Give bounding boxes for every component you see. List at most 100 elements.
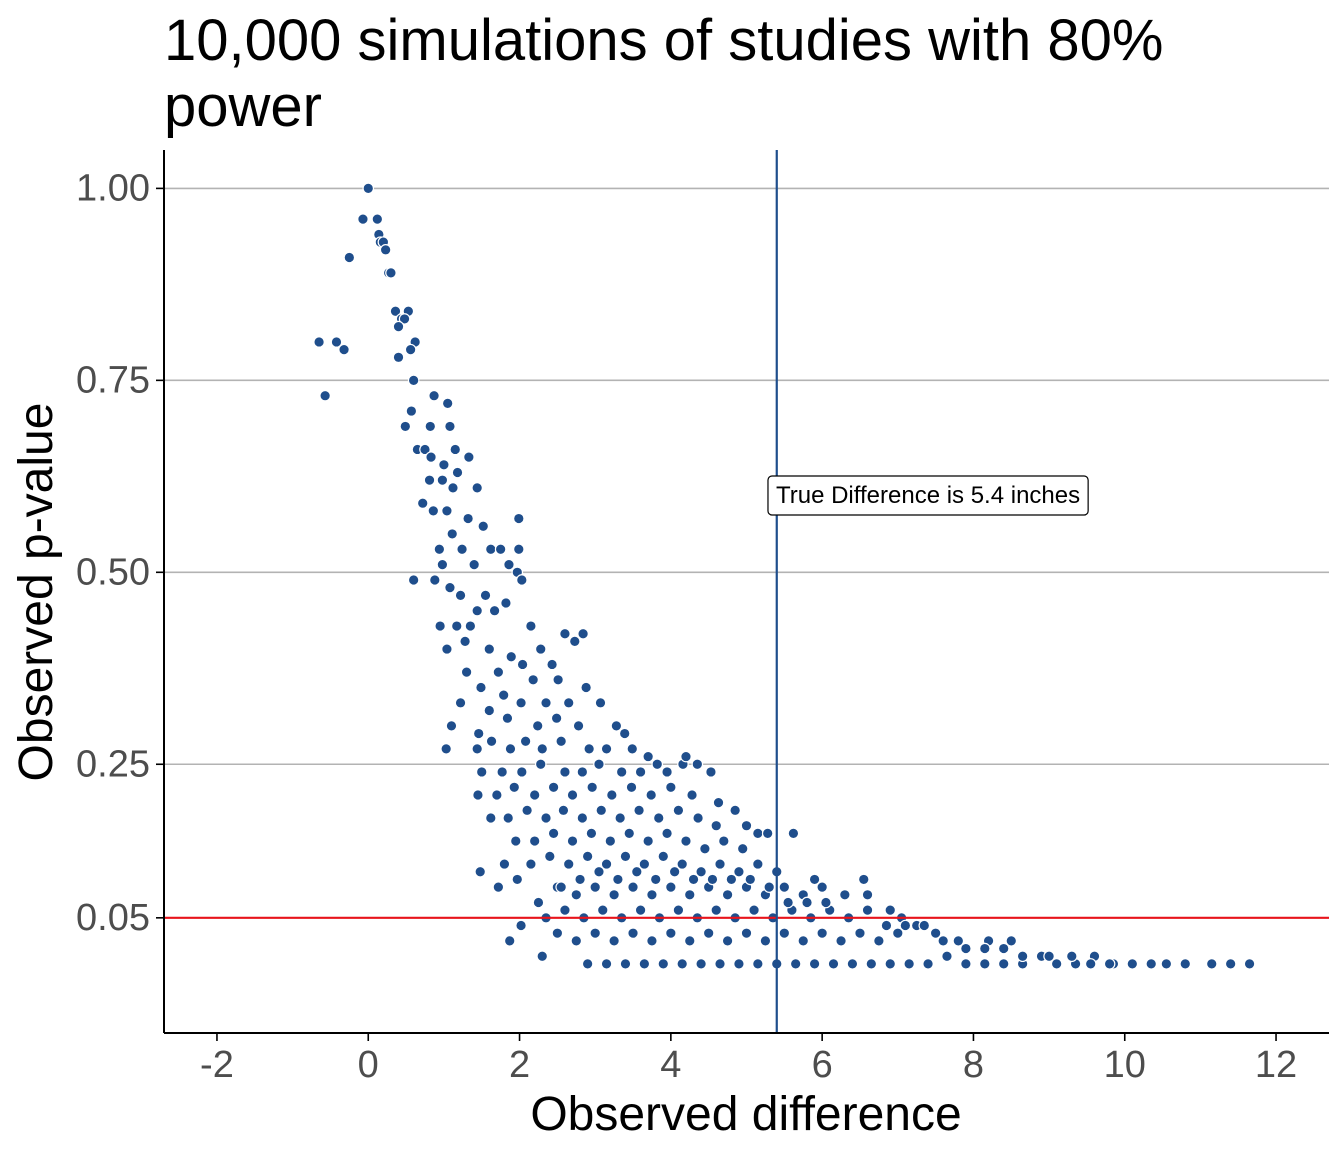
data-point [456,543,468,556]
data-point [1243,958,1256,970]
data-point [502,812,515,824]
data-point [593,758,605,771]
data-point [454,697,467,709]
x-tick-label: 0 [358,1044,379,1086]
data-point [865,958,878,970]
data-point [552,673,564,686]
data-point [416,497,429,509]
data-point [676,858,688,870]
data-point [581,958,594,970]
data-point [540,697,552,709]
data-point [1050,958,1063,970]
data-point [423,474,436,486]
data-point [619,850,632,863]
data-point [454,589,467,602]
data-point [362,182,375,195]
data-point [357,213,369,225]
data-point [434,620,446,632]
y-axis-title: Observed p-value [10,403,63,782]
data-point [642,835,654,847]
data-point [446,528,459,540]
data-point [445,720,458,732]
data-point [978,942,991,955]
data-point [880,919,893,932]
y-tick-label: 0.05 [76,897,150,939]
data-point [1103,958,1116,970]
data-point [464,620,477,632]
data-point [379,244,392,256]
data-point [441,397,454,410]
data-point [313,336,325,348]
data-point [534,643,547,655]
data-point [646,935,658,947]
data-point [503,935,516,947]
data-point [665,781,677,794]
data-point [733,958,745,970]
data-point [608,935,620,947]
data-point [846,958,859,970]
data-point [652,812,665,824]
data-point [515,697,527,709]
data-point [546,658,558,671]
data-point [498,858,511,870]
data-point [398,313,411,325]
data-point [733,865,745,878]
data-point [428,389,440,402]
data-point [600,743,613,755]
data-point [631,865,643,878]
data-point [557,804,570,817]
data-point [392,351,405,364]
data-point [525,620,537,632]
data-point [672,904,685,916]
data-point [626,743,639,755]
data-point [477,520,490,533]
data-point [534,758,547,771]
annotation-box [767,475,1089,516]
data-point [759,935,772,947]
y-tick-label: 0.75 [76,359,150,401]
data-point [899,919,912,932]
data-point [665,927,677,939]
data-point [562,858,575,870]
data-point [580,681,592,694]
data-point [479,589,492,602]
data-point [710,819,723,832]
data-point [550,712,563,724]
data-point [729,804,741,817]
data-point [752,858,764,870]
data-point [429,574,441,586]
data-point [516,574,528,586]
data-points [313,182,1256,970]
data-point [536,950,549,963]
data-point [492,881,505,893]
data-point [1016,950,1029,963]
data-point [566,835,579,847]
data-point [978,958,991,970]
data-point [559,766,571,778]
data-point [608,888,620,901]
data-point [516,766,528,778]
data-point [483,704,496,717]
data-point [425,451,437,463]
data-point [625,781,638,794]
data-point [516,658,529,671]
data-point [509,835,522,847]
data-point [474,865,487,878]
data-point [725,873,738,886]
data-point [536,743,549,755]
data-point [787,827,800,840]
data-point [471,743,483,755]
data-point [960,958,972,970]
data-point [585,827,598,840]
data-point [929,927,942,939]
data-point [827,958,840,970]
data-point [586,781,598,794]
data-point [471,604,483,617]
data-point [891,927,904,939]
data-point [460,666,473,678]
x-tick-label: 12 [1255,1044,1297,1086]
data-point [695,958,707,970]
data-point [404,343,417,356]
data-point [494,543,507,556]
data-point [343,251,356,264]
